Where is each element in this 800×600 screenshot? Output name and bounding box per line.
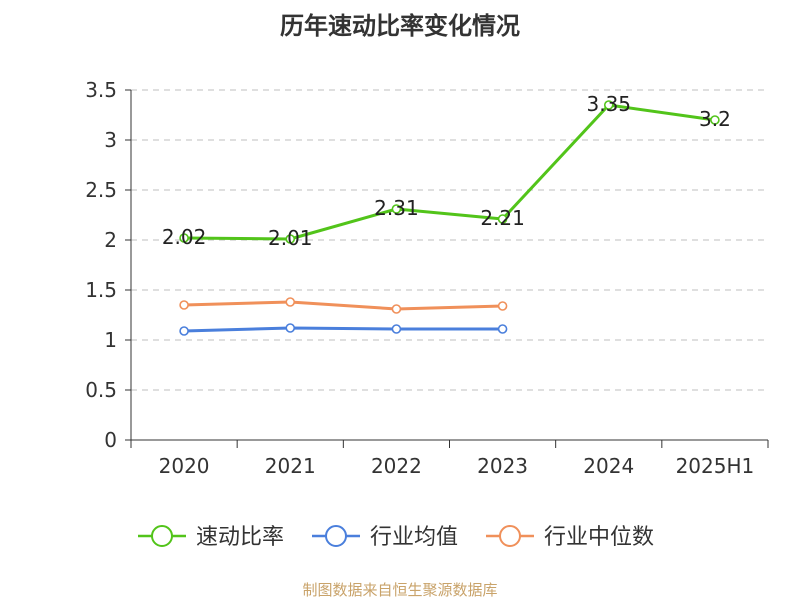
data-point (391, 304, 402, 314)
x-tick-label: 2021 (265, 454, 316, 478)
data-point (391, 324, 402, 334)
y-tick-label: 3.5 (85, 78, 117, 102)
legend-item: 行业中位数 (486, 525, 654, 550)
source-note: 制图数据来自恒生聚源数据库 (302, 581, 498, 599)
series-line (184, 300, 503, 311)
y-tick-label: 2 (104, 228, 117, 252)
legend-marker (151, 525, 173, 547)
y-tick-label: 3 (104, 128, 117, 152)
data-label: 3.2 (699, 107, 731, 131)
data-point (603, 100, 614, 110)
series-lines (179, 100, 720, 336)
data-point (285, 323, 296, 333)
x-tick-label: 2020 (159, 454, 210, 478)
data-label: 2.01 (268, 226, 313, 250)
legend-label: 速动比率 (196, 525, 284, 550)
legend: 速动比率 行业均值 行业中位数 (138, 525, 654, 550)
axes: 0 0.5 1 1.5 2 2.5 3 3.5 2020 2021 2022 2023 2024 2025… (85, 78, 769, 478)
legend-item: 速动比率 (138, 525, 284, 550)
series-line (184, 326, 503, 333)
grid-lines (131, 89, 768, 391)
legend-item: 行业均值 (312, 525, 458, 550)
data-label: 3.35 (586, 92, 631, 116)
data-point (179, 326, 189, 336)
data-point (179, 300, 189, 310)
y-tick-label: 0 (104, 428, 117, 452)
x-tick-label: 2025H1 (676, 454, 755, 478)
y-tick-label: 2.5 (85, 178, 117, 202)
legend-marker (325, 525, 347, 547)
y-tick-label: 1 (104, 328, 117, 352)
data-point (710, 115, 720, 125)
data-point (391, 204, 402, 214)
data-label: 2.21 (480, 206, 525, 230)
data-point (497, 324, 508, 334)
data-point (179, 233, 189, 243)
series-line (184, 103, 716, 241)
data-point (285, 297, 296, 307)
x-tick-label: 2024 (583, 454, 634, 478)
legend-label: 行业均值 (370, 525, 458, 550)
legend-marker (499, 525, 521, 547)
data-point (497, 301, 508, 311)
data-label: 2.31 (374, 196, 419, 220)
y-tick-label: 1.5 (85, 278, 117, 302)
chart-title: 历年速动比率变化情况 (280, 12, 520, 40)
y-tick-label: 0.5 (85, 378, 117, 402)
data-point (285, 234, 296, 244)
legend-label: 行业中位数 (544, 525, 654, 550)
data-label: 2.02 (162, 225, 207, 249)
data-point (497, 214, 508, 224)
data-labels: 2.02 2.01 2.31 2.21 3.35 3.2 (162, 92, 731, 250)
x-tick-label: 2023 (477, 454, 528, 478)
x-tick-label: 2022 (371, 454, 422, 478)
